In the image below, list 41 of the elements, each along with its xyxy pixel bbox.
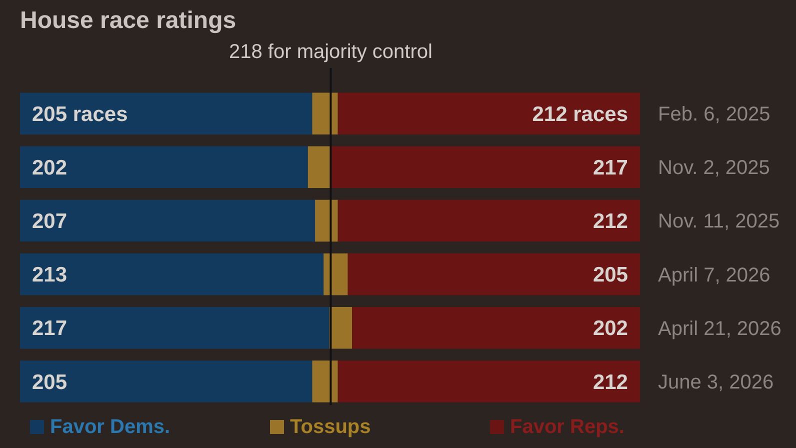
y-tick-label: June 3, 2026 [658, 371, 774, 394]
bar [324, 253, 348, 296]
data-label: 207 [32, 210, 68, 234]
data-label: 202 [32, 156, 68, 180]
bar [330, 146, 640, 188]
data-label: 202 [592, 317, 628, 340]
bar [329, 306, 352, 349]
y-tick-label: Nov. 11, 2025 [658, 210, 780, 233]
y-tick-label: Nov. 2, 2025 [658, 157, 770, 180]
bar [20, 200, 316, 242]
bar [20, 360, 312, 402]
data-label: 212 [592, 370, 628, 394]
bar [352, 306, 640, 349]
bar [20, 146, 308, 188]
legend-label: Favor Dems. [50, 416, 170, 438]
bar [348, 253, 640, 296]
bar [20, 253, 324, 296]
data-label: 205 [592, 264, 628, 287]
y-tick-label: Feb. 6, 2025 [658, 104, 770, 126]
chart-title: House race ratings [20, 7, 236, 34]
bar [315, 200, 338, 242]
bar [20, 92, 312, 134]
bar [338, 92, 640, 134]
data-label: 212 races [532, 102, 628, 126]
data-label: 205 races [32, 102, 128, 126]
data-label: 212 [592, 210, 628, 234]
legend-label: Favor Reps. [510, 416, 624, 438]
bar [312, 92, 338, 134]
data-label: 217 [32, 317, 68, 340]
bar [338, 360, 640, 402]
bar [312, 360, 338, 402]
legend-label: Tossups [290, 416, 371, 438]
bar [338, 200, 640, 242]
y-tick-label: April 7, 2026 [658, 264, 770, 286]
data-label: 213 [32, 264, 68, 287]
bar [20, 306, 330, 349]
data-label: 205 [32, 370, 68, 394]
ref-line-label: 218 for majority control [229, 41, 432, 63]
bar [308, 146, 331, 188]
data-label: 217 [592, 156, 628, 180]
y-tick-label: April 21, 2026 [658, 318, 782, 340]
